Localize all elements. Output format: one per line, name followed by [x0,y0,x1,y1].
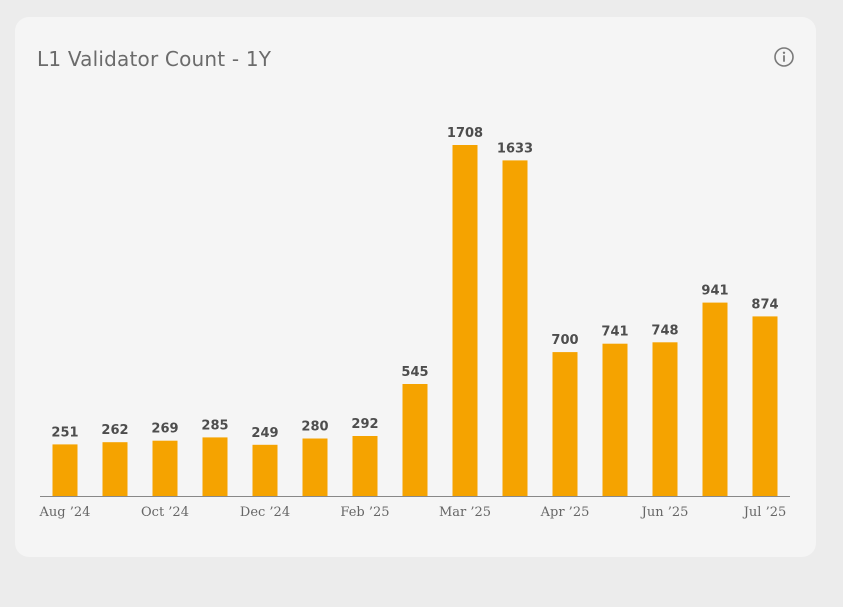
x-tick-label: Jun ’25 [640,505,689,520]
data-label: 292 [351,417,378,432]
data-label: 700 [551,333,578,348]
data-label: 941 [701,284,728,299]
bar-mar-apr-25[interactable] [502,160,528,496]
x-tick-label: Jul ’25 [742,505,787,520]
data-label: 874 [751,297,778,312]
bar-jul-25[interactable] [752,316,778,496]
bar-feb-mar-25[interactable] [402,384,428,496]
bar-nov-24[interactable] [202,437,228,496]
data-label: 285 [201,418,228,433]
data-label: 1708 [447,126,483,141]
bar-jun-jul-25[interactable] [702,302,728,496]
data-label: 269 [151,422,178,437]
bar-dec-24[interactable] [252,444,278,496]
x-tick-label: Oct ’24 [141,505,189,520]
info-button[interactable] [773,46,795,68]
data-label: 741 [601,325,628,340]
x-tick-label: Feb ’25 [340,505,389,520]
chart-title: L1 Validator Count - 1Y [37,47,272,71]
data-label: 262 [101,423,128,438]
bar-sep-24[interactable] [102,442,128,496]
bar-oct-24[interactable] [152,440,178,496]
data-label: 748 [651,323,678,338]
bar-aug-24[interactable] [52,444,78,496]
bar-apr-25[interactable] [552,352,578,496]
data-label: 545 [401,365,428,380]
x-tick-label: Mar ’25 [439,505,491,520]
chart-card: L1 Validator Count - 1Y 251 262 269 285 249 2… [15,17,816,557]
data-label: 249 [251,426,278,441]
x-tick-label: Dec ’24 [240,505,290,520]
data-label: 280 [301,420,328,435]
data-label: 1633 [497,141,533,156]
bar-jan-25[interactable] [302,438,328,497]
data-label: 251 [51,425,78,440]
info-icon [774,47,794,67]
bar-may-25[interactable] [602,343,628,496]
bar-feb-25[interactable] [352,436,378,496]
bar-jun-25[interactable] [652,342,678,496]
x-tick-label: Apr ’25 [540,505,590,520]
bar-chart: 251 262 269 285 249 280 292 545 1708 1633 700 741 74… [39,126,790,520]
x-tick-label: Aug ’24 [39,505,91,520]
bar-mar-25[interactable] [452,145,478,496]
